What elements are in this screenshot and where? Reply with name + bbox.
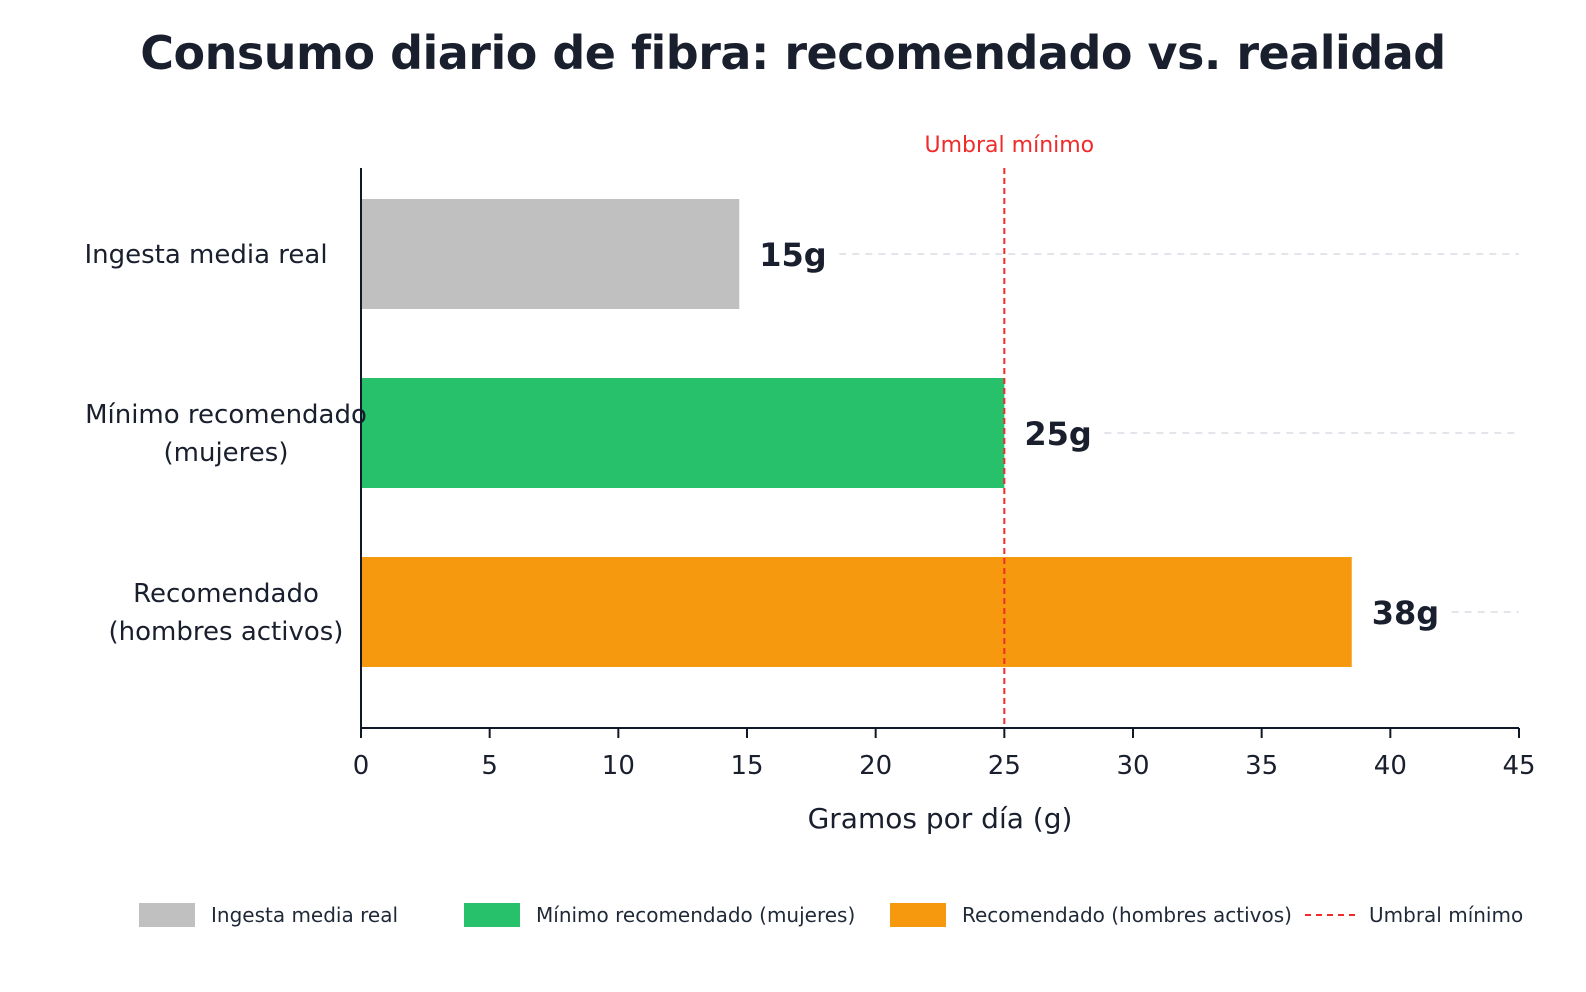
x-tick-label: 45 (1502, 751, 1535, 781)
data-label: 15g (759, 236, 826, 274)
legend-item-recomendado: Recomendado (hombres activos) (890, 900, 1292, 930)
x-tick-label: 25 (988, 751, 1021, 781)
legend-label: Mínimo recomendado (mujeres) (536, 903, 856, 927)
category-label: Mínimo recomendado (85, 400, 367, 430)
x-tick-label: 40 (1374, 751, 1407, 781)
bar (361, 378, 1005, 488)
chart-legend: Ingesta media real Mínimo recomendado (m… (0, 900, 1586, 930)
bar (361, 199, 740, 309)
legend-label: Ingesta media real (211, 903, 399, 927)
category-label: (mujeres) (164, 438, 289, 468)
legend-item-ingesta: Ingesta media real (139, 900, 398, 930)
bar (361, 557, 1352, 667)
legend-label: Umbral mínimo (1369, 903, 1524, 927)
chart-title: Consumo diario de fibra: recomendado vs.… (140, 26, 1446, 80)
data-label: 38g (1372, 594, 1439, 632)
reference-line-label: Umbral mínimo (925, 133, 1095, 158)
x-tick-label: 35 (1245, 751, 1278, 781)
x-axis-title: Gramos por día (g) (808, 802, 1073, 835)
legend-swatch-gray (139, 903, 195, 927)
legend-label: Recomendado (hombres activos) (962, 903, 1292, 927)
data-label: 25g (1024, 415, 1091, 453)
x-tick-label: 15 (730, 751, 763, 781)
legend-swatch-green (464, 903, 520, 927)
x-tick-label: 20 (859, 751, 892, 781)
legend-item-minimo: Mínimo recomendado (mujeres) (464, 900, 855, 930)
x-tick-label: 10 (602, 751, 635, 781)
legend-swatch-orange (890, 903, 946, 927)
category-label: Ingesta media real (84, 240, 327, 270)
x-tick-label: 30 (1116, 751, 1149, 781)
legend-dashed-line (1305, 914, 1355, 916)
category-label: Recomendado (133, 579, 319, 609)
x-tick-label: 0 (353, 751, 370, 781)
legend-item-umbral: Umbral mínimo (1305, 900, 1523, 930)
category-label: (hombres activos) (109, 617, 344, 647)
x-tick-label: 5 (481, 751, 498, 781)
